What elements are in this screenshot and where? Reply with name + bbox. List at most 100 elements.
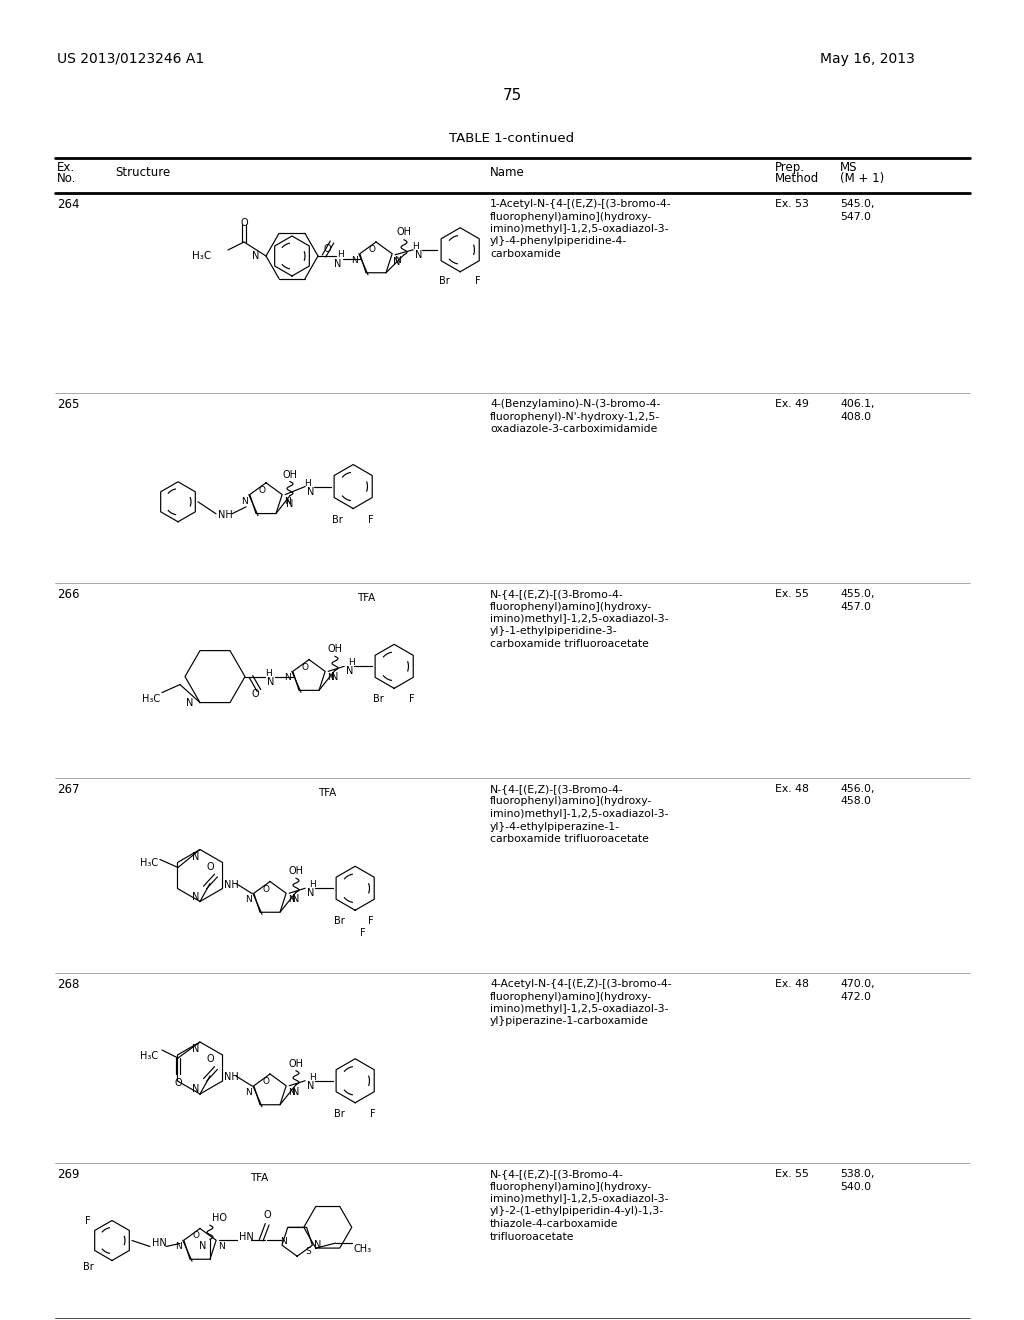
Text: 545.0,: 545.0, bbox=[840, 199, 874, 209]
Text: 455.0,: 455.0, bbox=[840, 589, 874, 599]
Text: HO: HO bbox=[212, 1213, 227, 1224]
Text: N: N bbox=[394, 256, 401, 265]
Text: 264: 264 bbox=[57, 198, 80, 211]
Text: N: N bbox=[284, 673, 291, 682]
Text: F: F bbox=[475, 276, 481, 285]
Text: 269: 269 bbox=[57, 1168, 80, 1181]
Text: 1-Acetyl-N-{4-[(E,Z)-[(3-bromo-4-: 1-Acetyl-N-{4-[(E,Z)-[(3-bromo-4- bbox=[490, 199, 672, 209]
Text: US 2013/0123246 A1: US 2013/0123246 A1 bbox=[57, 51, 204, 66]
Text: HN: HN bbox=[240, 1233, 254, 1242]
Text: H: H bbox=[348, 659, 355, 668]
Text: 268: 268 bbox=[57, 978, 80, 991]
Text: O: O bbox=[258, 486, 265, 495]
Text: 267: 267 bbox=[57, 783, 80, 796]
Text: fluorophenyl)amino](hydroxy-: fluorophenyl)amino](hydroxy- bbox=[490, 991, 652, 1002]
Text: N: N bbox=[193, 1084, 200, 1094]
Text: N: N bbox=[186, 697, 194, 708]
Text: Name: Name bbox=[490, 166, 524, 180]
Text: thiazole-4-carboxamide: thiazole-4-carboxamide bbox=[490, 1218, 618, 1229]
Text: H: H bbox=[309, 1073, 316, 1082]
Text: H: H bbox=[309, 880, 316, 890]
Text: H₃C: H₃C bbox=[140, 1051, 158, 1061]
Text: Prep.: Prep. bbox=[775, 161, 805, 174]
Text: oxadiazole-3-carboximidamide: oxadiazole-3-carboximidamide bbox=[490, 424, 657, 434]
Text: N: N bbox=[175, 1242, 182, 1251]
Text: carboxamide: carboxamide bbox=[490, 249, 561, 259]
Text: OH: OH bbox=[283, 470, 298, 479]
Text: N: N bbox=[415, 249, 423, 260]
Text: N: N bbox=[245, 895, 252, 904]
Text: N: N bbox=[245, 1088, 252, 1097]
Text: N: N bbox=[307, 888, 314, 898]
Text: MS: MS bbox=[840, 161, 857, 174]
Text: N-{4-[(E,Z)-[(3-Bromo-4-: N-{4-[(E,Z)-[(3-Bromo-4- bbox=[490, 589, 624, 599]
Text: H₃C: H₃C bbox=[140, 858, 158, 869]
Text: imino)methyl]-1,2,5-oxadiazol-3-: imino)methyl]-1,2,5-oxadiazol-3- bbox=[490, 809, 669, 818]
Text: 408.0: 408.0 bbox=[840, 412, 871, 421]
Text: yl}-1-ethylpiperidine-3-: yl}-1-ethylpiperidine-3- bbox=[490, 627, 617, 636]
Text: O: O bbox=[369, 246, 376, 253]
Text: N: N bbox=[193, 1044, 200, 1053]
Text: N: N bbox=[292, 894, 299, 904]
Text: F: F bbox=[85, 1217, 91, 1226]
Text: N: N bbox=[288, 895, 295, 904]
Text: 266: 266 bbox=[57, 587, 80, 601]
Text: trifluoroacetate: trifluoroacetate bbox=[490, 1232, 574, 1242]
Text: N: N bbox=[193, 891, 200, 902]
Text: N: N bbox=[334, 259, 342, 269]
Text: NH: NH bbox=[224, 879, 239, 890]
Text: 406.1,: 406.1, bbox=[840, 399, 874, 409]
Text: F: F bbox=[369, 916, 374, 927]
Text: CH₃: CH₃ bbox=[353, 1243, 372, 1254]
Text: N: N bbox=[327, 673, 334, 682]
Text: O: O bbox=[263, 1210, 271, 1220]
Text: Br: Br bbox=[334, 1109, 344, 1119]
Text: 456.0,: 456.0, bbox=[840, 784, 874, 795]
Text: 472.0: 472.0 bbox=[840, 991, 871, 1002]
Text: fluorophenyl)amino](hydroxy-: fluorophenyl)amino](hydroxy- bbox=[490, 796, 652, 807]
Text: O: O bbox=[206, 862, 214, 871]
Text: yl}-4-ethylpiperazine-1-: yl}-4-ethylpiperazine-1- bbox=[490, 821, 620, 832]
Text: 4-Acetyl-N-{4-[(E,Z)-[(3-bromo-4-: 4-Acetyl-N-{4-[(E,Z)-[(3-bromo-4- bbox=[490, 979, 672, 989]
Text: F: F bbox=[371, 1109, 376, 1119]
Text: yl}-4-phenylpiperidine-4-: yl}-4-phenylpiperidine-4- bbox=[490, 236, 628, 247]
Text: 458.0: 458.0 bbox=[840, 796, 871, 807]
Text: N: N bbox=[267, 677, 274, 686]
Text: TFA: TFA bbox=[250, 1173, 268, 1183]
Text: Br: Br bbox=[334, 916, 344, 927]
Text: N: N bbox=[314, 1239, 322, 1250]
Text: NH: NH bbox=[218, 510, 232, 520]
Text: N: N bbox=[288, 1088, 295, 1097]
Text: Ex. 48: Ex. 48 bbox=[775, 979, 809, 989]
Text: No.: No. bbox=[57, 172, 77, 185]
Text: Br: Br bbox=[83, 1262, 93, 1272]
Text: N: N bbox=[241, 496, 248, 506]
Text: N: N bbox=[346, 667, 353, 676]
Text: N: N bbox=[307, 487, 314, 496]
Text: Ex.: Ex. bbox=[57, 161, 75, 174]
Text: O: O bbox=[251, 689, 259, 698]
Text: F: F bbox=[360, 928, 366, 939]
Text: O: O bbox=[324, 244, 331, 253]
Text: N: N bbox=[292, 1086, 299, 1097]
Text: imino)methyl]-1,2,5-oxadiazol-3-: imino)methyl]-1,2,5-oxadiazol-3- bbox=[490, 614, 669, 624]
Text: O: O bbox=[301, 663, 308, 672]
Text: fluorophenyl)amino](hydroxy-: fluorophenyl)amino](hydroxy- bbox=[490, 602, 652, 611]
Text: Br: Br bbox=[439, 276, 450, 285]
Text: H₃C: H₃C bbox=[142, 693, 160, 704]
Text: O: O bbox=[262, 1077, 269, 1086]
Text: fluorophenyl)amino](hydroxy-: fluorophenyl)amino](hydroxy- bbox=[490, 1181, 652, 1192]
Text: OH: OH bbox=[289, 866, 303, 876]
Text: OH: OH bbox=[328, 644, 342, 655]
Text: Br: Br bbox=[373, 694, 384, 705]
Text: N: N bbox=[331, 672, 338, 682]
Text: F: F bbox=[369, 515, 374, 524]
Text: fluorophenyl)amino](hydroxy-: fluorophenyl)amino](hydroxy- bbox=[490, 211, 652, 222]
Text: H: H bbox=[412, 242, 419, 251]
Text: O: O bbox=[193, 1232, 200, 1241]
Text: 540.0: 540.0 bbox=[840, 1181, 871, 1192]
Text: F: F bbox=[410, 694, 415, 705]
Text: Structure: Structure bbox=[115, 166, 170, 180]
Text: imino)methyl]-1,2,5-oxadiazol-3-: imino)methyl]-1,2,5-oxadiazol-3- bbox=[490, 1195, 669, 1204]
Text: TFA: TFA bbox=[318, 788, 336, 799]
